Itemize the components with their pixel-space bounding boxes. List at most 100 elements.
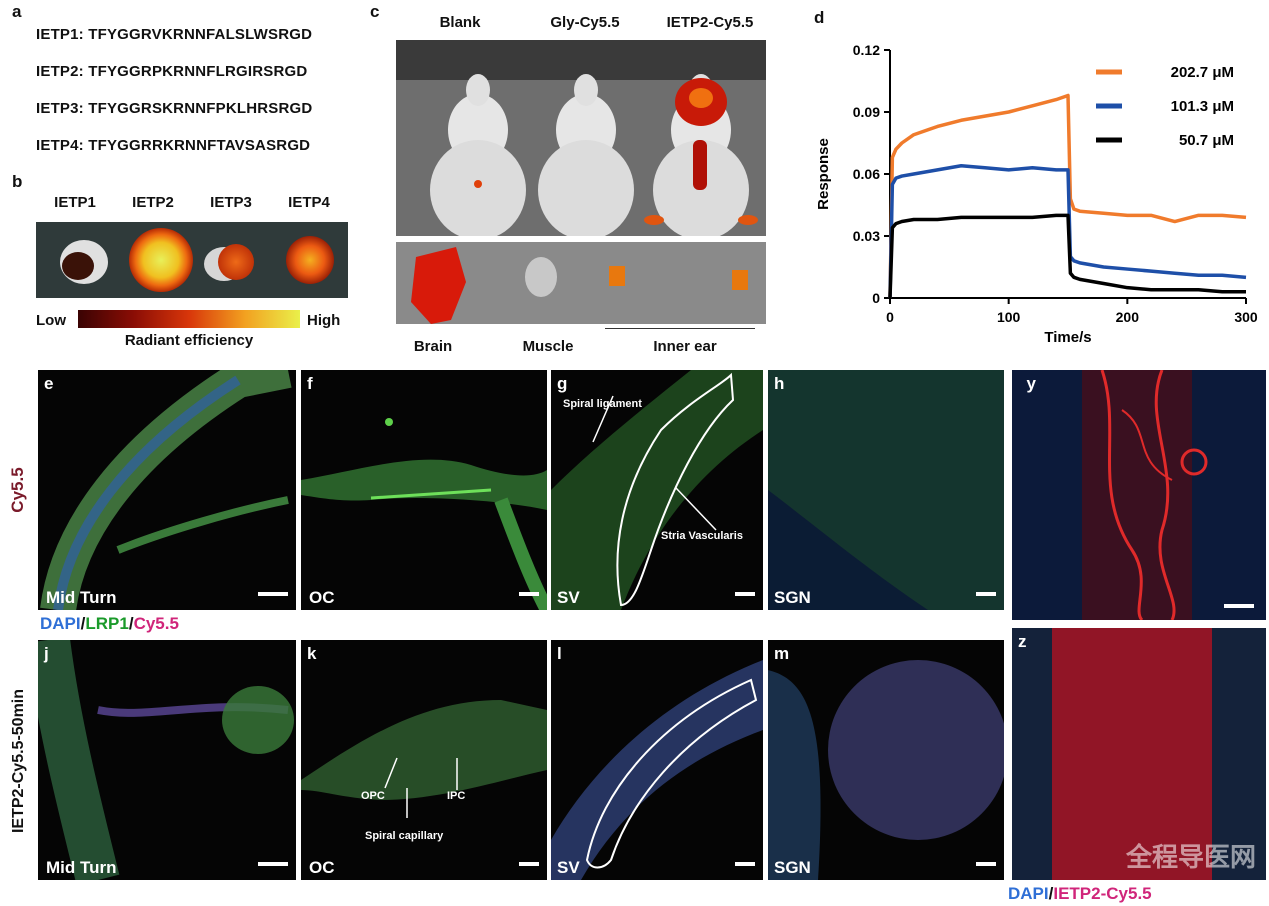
inner-ear-left-signal xyxy=(609,266,625,286)
peptide-sequence-list: IETP1: TFYGGRVKRNNFALSLWSRGD IETP2: TFYG… xyxy=(36,26,312,174)
panel-j-scalebar xyxy=(258,862,288,866)
organ-imaging-photo xyxy=(396,242,766,324)
ietp2-spine-signal xyxy=(693,140,707,190)
panel-e-scalebar xyxy=(258,592,288,596)
gly-cy55-header: Gly-Cy5.5 xyxy=(550,14,620,31)
mouse-blank xyxy=(430,74,526,240)
series-line-0 xyxy=(888,93,1247,299)
ipc-annotation: IPC xyxy=(447,790,466,802)
ietp1-spot xyxy=(62,252,94,280)
watermark-logo: 全程导医网 xyxy=(1125,843,1256,873)
ietp2-spot xyxy=(129,228,193,292)
inner-ear-label: Inner ear xyxy=(653,338,717,355)
x-tick-label: 100 xyxy=(997,309,1021,325)
sequence-ietp2: IETP2: TFYGGRPKRNNFLRGIRSRGD xyxy=(36,63,308,80)
ietp2-header: IETP2 xyxy=(132,194,174,211)
sequence-ietp1: IETP1: TFYGGRVKRNNFALSLWSRGD xyxy=(36,26,313,43)
mouse-gly xyxy=(538,74,634,240)
panel-m-image: m SGN xyxy=(768,640,1004,880)
panel-l-art xyxy=(551,660,763,880)
panel-g-art xyxy=(551,370,763,610)
panel-b-label: b xyxy=(12,172,23,191)
mouse-imaging-photo xyxy=(396,40,766,240)
spots-svg xyxy=(60,228,334,292)
panel-e-label: e xyxy=(44,374,54,393)
legend-label-2: 50.7 μM xyxy=(1179,132,1234,149)
binding-response-chart: 0 0.03 0.06 0.09 0.12 0 100 200 300 Time/s Respons… xyxy=(815,42,1258,346)
panel-z-image: z 全程导医网 xyxy=(1012,628,1266,880)
panel-m-art xyxy=(768,660,1004,880)
panel-f-scalebar xyxy=(519,592,539,596)
panel-h-art xyxy=(768,370,1004,610)
bottom-stain-sep: / xyxy=(1048,884,1054,903)
panel-g-caption: SV xyxy=(557,588,580,607)
panel-k-caption: OC xyxy=(309,858,335,877)
panel-a-label: a xyxy=(12,2,22,21)
panel-j-label: j xyxy=(44,644,49,663)
panel-l-scalebar xyxy=(735,862,755,866)
y-tick-label: 0.12 xyxy=(853,42,880,58)
y-tick-label: 0.06 xyxy=(853,166,880,182)
panel-k-scalebar xyxy=(519,862,539,866)
x-tick-label: 200 xyxy=(1116,309,1140,325)
panel-m-scalebar xyxy=(976,862,996,866)
series-line-2 xyxy=(888,213,1246,299)
stria-vascularis-annotation: Stria Vascularis xyxy=(661,530,743,542)
panel-l-image: l SV xyxy=(551,640,763,880)
panel-k-label: k xyxy=(307,644,317,663)
panel-z-art xyxy=(1012,628,1266,880)
stain-dapi: DAPI xyxy=(40,614,81,633)
panel-d-label: d xyxy=(814,8,825,27)
muscle-label: Muscle xyxy=(522,338,574,355)
row2-side-label: IETP2-Cy5.5-50min xyxy=(10,688,27,834)
muscle-organ xyxy=(525,257,557,297)
panel-k-art xyxy=(301,700,547,818)
panel-h-image: h SGN xyxy=(768,370,1004,610)
mouse-svg xyxy=(396,40,766,240)
legend-label-0: 202.7 μM xyxy=(1171,64,1234,81)
spiral-ligament-annotation: Spiral ligament xyxy=(563,398,642,410)
panel-g-image: g Spiral ligament Stria Vascularis SV xyxy=(551,370,763,610)
stain-sep-2: / xyxy=(128,614,134,633)
inner-ear-right-signal xyxy=(732,270,748,290)
colorbar-title: Radiant efficiency xyxy=(124,332,254,349)
blank-header: Blank xyxy=(439,14,481,31)
panel-f-image: f OC xyxy=(301,370,547,610)
panel-k-image: k OPC IPC Spiral capillary OC xyxy=(301,640,547,880)
brain-organ-signal xyxy=(411,247,466,324)
panel-y-art xyxy=(1082,370,1208,620)
ietp1-header: IETP1 xyxy=(54,194,96,211)
colorbar-high-label: High xyxy=(307,312,341,329)
panel-h-label: h xyxy=(774,374,785,393)
blank-ear-signal xyxy=(474,180,482,188)
stria-vascularis-outline xyxy=(616,372,735,607)
panel-y-image: y xyxy=(1012,370,1266,620)
panel-g-label: g xyxy=(557,374,568,393)
ietp4-header: IETP4 xyxy=(288,194,330,211)
opc-annotation: OPC xyxy=(361,790,385,802)
panel-g-scalebar xyxy=(735,592,755,596)
bottom-stain-dapi: DAPI xyxy=(1008,884,1049,903)
legend-label-1: 101.3 μM xyxy=(1171,98,1234,115)
y-tick-label: 0.09 xyxy=(853,104,880,120)
ietp4-spot xyxy=(286,236,334,284)
colorbar-low-label: Low xyxy=(36,312,66,329)
row1-side-label: Cy5.5 xyxy=(8,467,27,513)
panel-h-scalebar xyxy=(976,592,996,596)
inner-ear-underline xyxy=(605,328,755,329)
sequence-ietp4: IETP4: TFYGGRRKRNNFTAVSASRGD xyxy=(36,137,311,154)
mouse-ietp2 xyxy=(644,74,758,240)
x-tick-label: 300 xyxy=(1234,309,1258,325)
panel-j-image: j Mid Turn xyxy=(38,640,296,880)
stain-cy55: Cy5.5 xyxy=(133,614,179,633)
x-axis-title: Time/s xyxy=(1044,329,1091,346)
panel-j-caption: Mid Turn xyxy=(46,858,117,877)
panel-c-label: c xyxy=(370,2,380,21)
panel-l-label: l xyxy=(557,644,562,663)
ietp3-header: IETP3 xyxy=(210,194,252,211)
panel-y-scalebar xyxy=(1224,604,1254,608)
panel-y-label: y xyxy=(1026,374,1036,393)
y-tick-label: 0 xyxy=(872,290,880,306)
bottom-stain-legend: DAPI/IETP2-Cy5.5 xyxy=(1008,884,1152,904)
organ-svg xyxy=(411,247,748,324)
